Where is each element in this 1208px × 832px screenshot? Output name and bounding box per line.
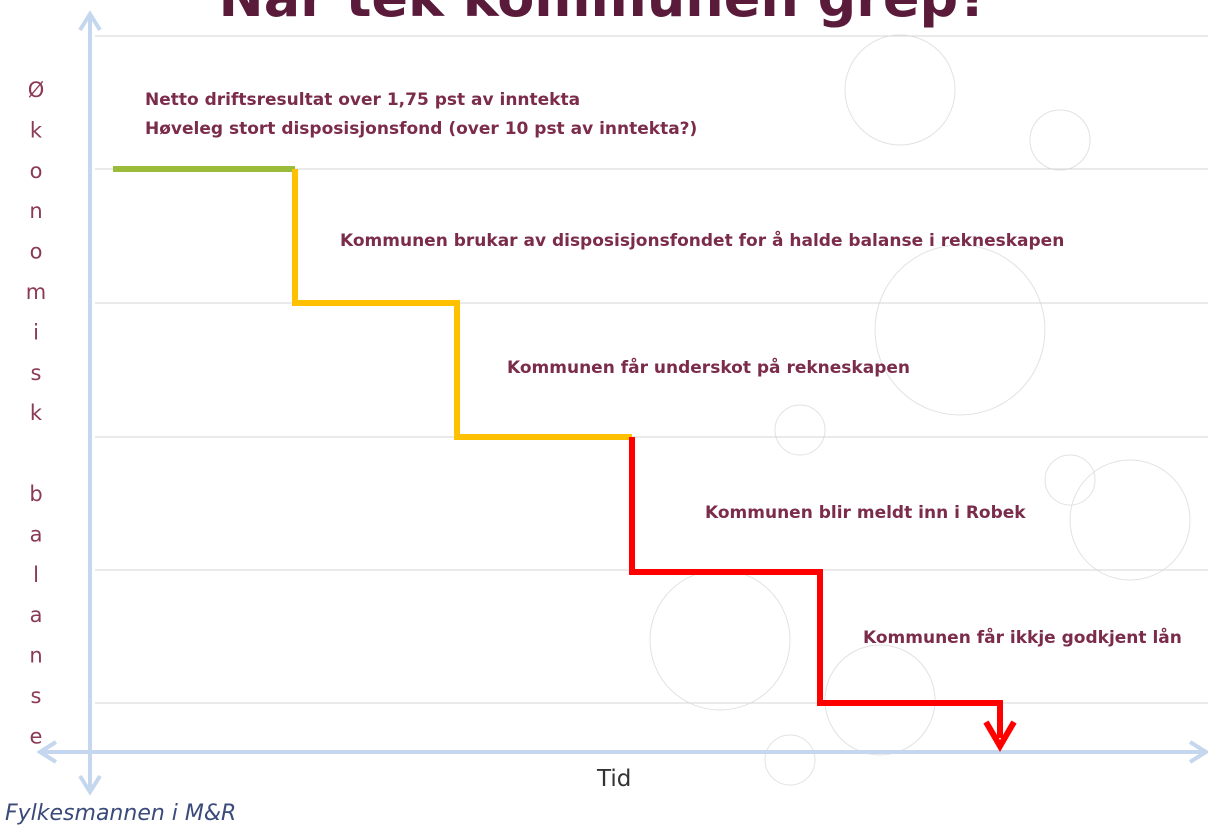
footer: Fylkesmannen i M&R	[5, 801, 236, 826]
title: Når tek kommunen grep?	[0, 0, 1208, 29]
decoration	[650, 35, 1190, 785]
page: Når tek kommunen grep? Økonomisk balanse…	[0, 0, 1208, 832]
stage-text: Høveleg stort disposisjonsfond (over 10 …	[145, 119, 697, 139]
x-axis-label: Tid	[597, 766, 631, 792]
stage-text: Kommunen blir meldt inn i Robek	[705, 503, 1026, 523]
stage-text: Kommunen får ikkje godkjent lån	[863, 628, 1182, 648]
stage-text: Netto driftsresultat over 1,75 pst av in…	[145, 90, 580, 110]
stage-text: Kommunen brukar av disposisjonsfondet fo…	[340, 231, 1064, 251]
step-line	[113, 169, 1014, 746]
stage-text: Kommunen får underskot på rekneskapen	[507, 358, 910, 378]
y-axis-label: Økonomisk balanse	[24, 78, 48, 765]
